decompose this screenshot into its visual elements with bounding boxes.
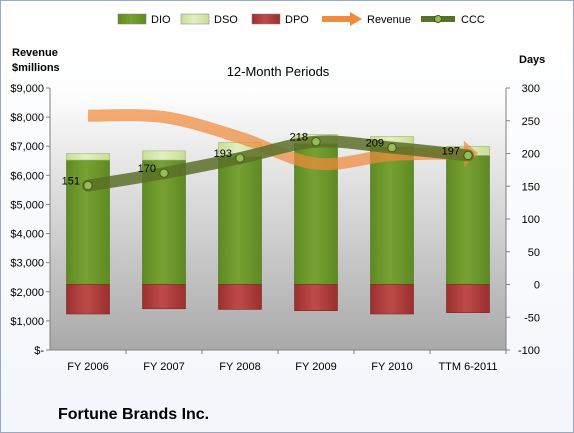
x-tick-label: TTM 6-2011 [438, 361, 497, 373]
left-tick-label: $7,000 [10, 141, 44, 153]
bar-dso [66, 153, 110, 161]
x-tick-label: FY 2010 [371, 361, 412, 373]
left-tick-label: $3,000 [10, 258, 44, 270]
legend-arrowhead-revenue [350, 12, 362, 26]
x-tick-label: FY 2009 [295, 361, 336, 373]
legend-swatch-dio [117, 13, 147, 25]
right-tick-label: 150 [522, 181, 540, 193]
legend-label-dso: DSO [214, 14, 238, 26]
legend-marker-ccc [434, 15, 442, 23]
right-tick-label: 50 [528, 247, 540, 259]
left-axis-title: Revenue [12, 47, 58, 59]
legend-label-ccc: CCC [461, 14, 485, 26]
company-name: Fortune Brands Inc. [58, 406, 209, 423]
right-axis-title: Days [519, 54, 545, 66]
ccc-marker [463, 150, 473, 161]
left-tick-label: $- [34, 345, 44, 357]
right-tick-label: 250 [522, 116, 540, 128]
ccc-data-label: 218 [290, 132, 308, 144]
left-tick-label: $2,000 [10, 287, 44, 299]
right-tick-label: 0 [534, 280, 540, 292]
left-tick-label: $6,000 [10, 170, 44, 182]
bar-dso [142, 150, 186, 161]
right-tick-label: 100 [522, 214, 540, 226]
right-tick-label: 200 [522, 149, 540, 161]
bar-dpo [446, 284, 490, 313]
bar-dpo [66, 284, 110, 315]
ccc-marker [311, 137, 321, 147]
bar-dpo [218, 284, 262, 310]
x-tick-label: FY 2008 [219, 361, 260, 373]
bar-dio [446, 155, 490, 285]
ccc-data-label: 151 [62, 176, 80, 188]
right-tick-label: -50 [524, 312, 540, 324]
left-axis-title-units: $millions [12, 62, 60, 74]
legend-label-dio: DIO [151, 14, 171, 26]
left-tick-label: $9,000 [10, 83, 44, 95]
ccc-marker [83, 180, 93, 191]
ccc-data-label: 197 [442, 145, 460, 157]
ccc-marker [235, 153, 245, 163]
right-tick-label: 300 [522, 83, 540, 95]
left-tick-label: $8,000 [10, 112, 44, 124]
ccc-data-label: 170 [138, 163, 156, 175]
ccc-line [82, 135, 474, 192]
legend-label-dpo: DPO [285, 14, 309, 26]
bar-dpo [370, 284, 414, 315]
legend-swatch-dso [180, 13, 210, 25]
x-tick-label: FY 2006 [67, 361, 108, 373]
bar-dpo [142, 284, 186, 310]
legend-label-revenue: Revenue [367, 14, 411, 26]
ccc-marker [387, 142, 397, 153]
legend-swatch-dpo [251, 13, 281, 25]
bar-dio [370, 146, 414, 285]
bar-dio [218, 156, 262, 285]
ccc-data-label: 193 [214, 148, 232, 160]
ccc-marker [159, 168, 169, 178]
left-tick-label: $4,000 [10, 229, 44, 241]
right-tick-label: -100 [518, 345, 540, 357]
plot-area [50, 88, 506, 350]
left-tick-label: $1,000 [10, 316, 44, 328]
chart-title: 12-Month Periods [227, 64, 330, 79]
left-tick-label: $5,000 [10, 199, 44, 211]
bar-dpo [294, 284, 338, 312]
ccc-data-label: 209 [366, 138, 384, 150]
x-tick-label: FY 2007 [143, 361, 184, 373]
